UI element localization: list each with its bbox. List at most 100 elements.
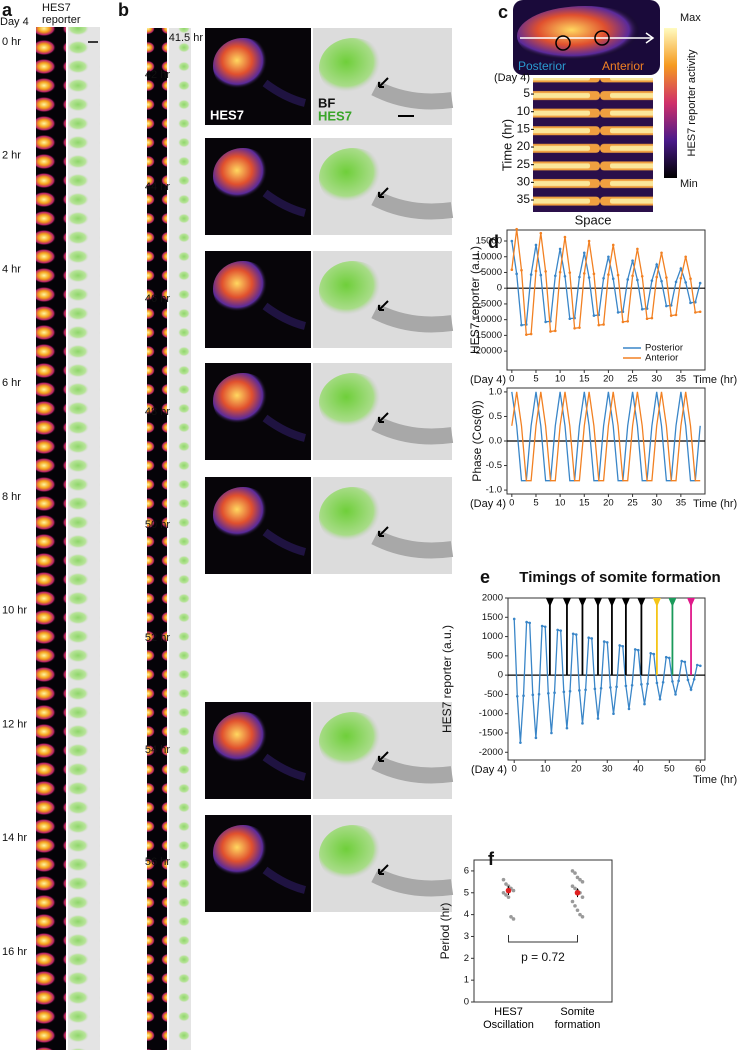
mean-marker <box>574 889 581 896</box>
data-point <box>587 636 590 639</box>
data-point <box>618 644 621 647</box>
data-point <box>695 663 699 667</box>
data-point <box>556 628 559 632</box>
data-point <box>615 685 618 689</box>
data-point <box>549 330 552 333</box>
y-tick-label: 1000 <box>482 631 503 642</box>
data-point <box>602 323 605 326</box>
y-tick-label: 500 <box>487 650 503 661</box>
data-point <box>504 893 508 897</box>
data-line <box>511 240 701 326</box>
image-label: BF <box>318 95 335 110</box>
time-label: 44 hr <box>145 181 170 193</box>
data-point <box>573 886 577 891</box>
anterior-label: Anterior <box>602 59 644 73</box>
data-point <box>563 274 567 278</box>
data-point <box>544 320 547 324</box>
y-tick-label: 4 <box>464 909 469 920</box>
plot-frame <box>507 597 706 761</box>
data-line <box>511 229 701 336</box>
p-value: p = 0.72 <box>521 950 565 964</box>
y-tick-label: 0 <box>497 283 502 294</box>
y-tick-label: 1500 <box>482 612 503 623</box>
time-label: 0 hr <box>2 36 21 48</box>
x-axis-note: (Day 4) <box>470 498 506 510</box>
data-point <box>573 871 577 875</box>
data-point <box>607 273 610 276</box>
y-tick-label: 15000 <box>476 236 502 247</box>
time-label: 14 hr <box>2 832 27 844</box>
time-label: 52 hr <box>145 632 170 644</box>
data-point <box>515 227 518 231</box>
data-point <box>596 717 600 720</box>
y-tick-label: 15 <box>517 122 531 136</box>
mean-marker <box>505 887 512 894</box>
data-point <box>602 276 605 280</box>
day-label: Day 4 <box>0 16 29 28</box>
panel-letter: c <box>498 2 508 22</box>
data-point <box>512 617 516 621</box>
data-point <box>640 307 644 311</box>
data-point <box>531 693 535 697</box>
data-point <box>578 275 581 279</box>
data-point <box>509 915 513 919</box>
y-tick-label: 0 <box>498 670 503 681</box>
day-label: (Day 4) <box>494 72 530 84</box>
x-tick-label: 40 <box>633 764 644 775</box>
data-point <box>501 890 506 895</box>
data-point <box>689 301 692 305</box>
data-point <box>581 722 584 725</box>
data-point <box>655 275 659 279</box>
data-point <box>621 320 625 324</box>
y-tick-label: -5000 <box>478 298 502 309</box>
y-tick-label: -500 <box>484 689 503 700</box>
data-point <box>578 877 582 882</box>
y-axis-label: Period (hr) <box>438 903 452 960</box>
data-point <box>674 693 677 696</box>
y-tick-label: 0.5 <box>489 411 502 422</box>
data-point <box>580 915 585 919</box>
y-tick-label: 30 <box>517 175 531 189</box>
data-point <box>692 678 696 681</box>
y-tick-label: -15000 <box>472 330 502 341</box>
data-point <box>627 707 631 711</box>
data-point <box>539 273 543 277</box>
panel-letter: d <box>488 232 499 252</box>
data-point <box>605 641 609 644</box>
data-point <box>664 655 668 659</box>
panel-letter: a <box>2 0 13 20</box>
data-line <box>511 391 701 482</box>
data-point <box>568 689 572 693</box>
data-point <box>649 652 653 655</box>
data-point <box>528 621 532 625</box>
y-tick-label: 35 <box>517 192 531 206</box>
time-label: 41.5 hr <box>169 32 204 44</box>
data-point <box>698 281 702 285</box>
data-point <box>661 680 665 684</box>
x-tick-label: 35 <box>676 498 687 509</box>
data-point <box>501 877 506 882</box>
somite-marker <box>607 598 616 607</box>
somite-marker <box>562 598 571 607</box>
data-point <box>640 274 644 278</box>
x-tick-label: 0 <box>509 374 514 385</box>
colorbar-label: HES7 reporter activity <box>686 49 698 156</box>
data-point <box>689 688 693 691</box>
data-point <box>534 736 538 740</box>
x-tick-label: 0 <box>509 498 514 509</box>
data-point <box>636 247 639 251</box>
data-point <box>580 880 585 884</box>
time-label: 54 hr <box>145 744 170 756</box>
data-point <box>553 274 557 278</box>
time-label: 12 hr <box>2 718 27 730</box>
data-point <box>520 323 523 327</box>
y-tick-label: 0.0 <box>489 436 502 447</box>
y-axis-label: Time (hr) <box>499 119 514 171</box>
time-label: 6 hr <box>2 377 21 389</box>
x-tick-label: 20 <box>603 498 614 509</box>
data-point <box>582 251 586 255</box>
data-point <box>525 333 528 336</box>
x-tick-label: 20 <box>571 764 582 775</box>
data-point <box>575 875 580 880</box>
data-point <box>616 273 620 277</box>
